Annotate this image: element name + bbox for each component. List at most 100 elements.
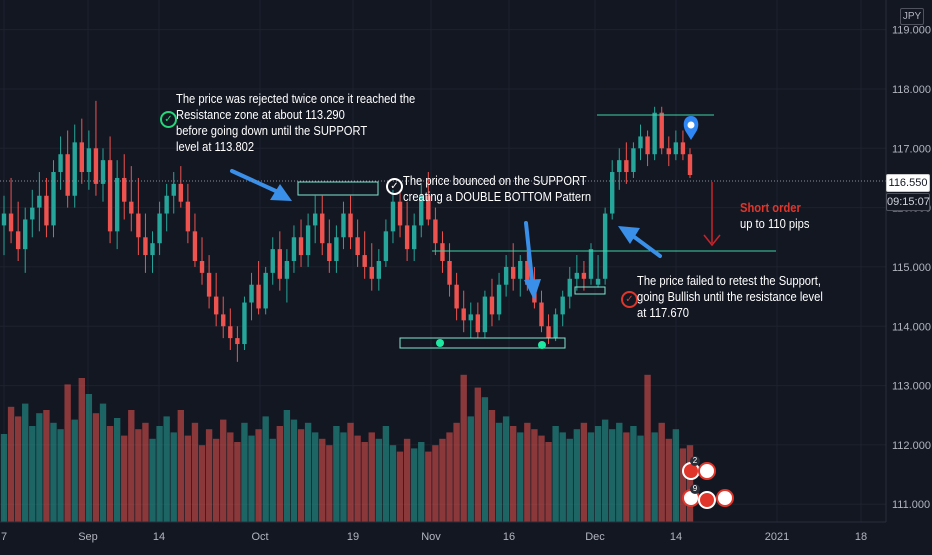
- volume-bar: [679, 448, 687, 522]
- volume-bar: [198, 445, 206, 522]
- volume-bar: [460, 374, 467, 522]
- volume-bar: [14, 416, 22, 522]
- map-pin-icon[interactable]: [683, 116, 699, 140]
- candle: [320, 195, 325, 256]
- volume-bar: [510, 426, 517, 522]
- volume-bar: [22, 403, 29, 522]
- candle: [433, 207, 438, 256]
- annotation-middle[interactable]: The price bounced on the SUPPORT creatin…: [403, 173, 591, 205]
- volume-bar: [64, 384, 71, 522]
- retest-box[interactable]: [574, 286, 606, 295]
- candle: [157, 201, 162, 256]
- candle: [93, 100, 99, 196]
- candle: [284, 249, 290, 303]
- volume-bar: [502, 416, 510, 522]
- currency-label[interactable]: JPY: [900, 8, 924, 25]
- volume-bar: [142, 422, 149, 522]
- volume-bar: [92, 413, 100, 522]
- candle: [574, 255, 580, 291]
- candle: [143, 213, 148, 273]
- time-tick-label: 18: [855, 531, 867, 543]
- volume-bar: [552, 426, 559, 522]
- volume-bar: [531, 429, 538, 522]
- last-price-pill: 116.550: [886, 174, 930, 192]
- annotation-bottom-right[interactable]: The price failed to retest the Support, …: [637, 273, 823, 321]
- annotation-top-left[interactable]: The price was rejected twice once it rea…: [176, 91, 415, 155]
- volume-bar: [481, 397, 489, 522]
- event-badge[interactable]: [698, 462, 716, 480]
- candle: [114, 160, 120, 250]
- volume-bar: [446, 432, 453, 522]
- candle: [426, 172, 431, 226]
- volume-bar: [453, 422, 460, 522]
- volume-bar: [333, 426, 340, 522]
- volume-bar: [432, 445, 439, 522]
- candle: [638, 124, 643, 161]
- candle: [369, 243, 374, 291]
- candle: [341, 201, 346, 250]
- volume-bar: [304, 422, 312, 522]
- bottom-dot-1: [436, 339, 444, 347]
- volume-bar: [524, 422, 531, 522]
- candle: [30, 189, 35, 238]
- candle: [503, 255, 509, 297]
- candle: [277, 231, 283, 291]
- price-tick-label: 114.000: [892, 321, 931, 333]
- volume-bar: [135, 429, 142, 522]
- countdown-pill: 09:15:07: [886, 193, 930, 211]
- candle: [602, 207, 608, 285]
- event-badge-count[interactable]: 2: [690, 456, 700, 466]
- candle: [178, 166, 183, 208]
- candle: [376, 249, 382, 291]
- annotation-line: before going down until the SUPPORT: [176, 123, 368, 138]
- volume-bar: [78, 378, 85, 522]
- price-axis[interactable]: [885, 0, 932, 522]
- candle: [72, 124, 77, 208]
- event-badge-count[interactable]: 9: [690, 484, 700, 494]
- volume-bar: [580, 422, 588, 522]
- candle: [79, 118, 84, 184]
- event-badge[interactable]: [716, 489, 734, 507]
- candle: [334, 225, 339, 273]
- resistance-zone-box[interactable]: [297, 181, 379, 196]
- volume-bar: [212, 438, 220, 522]
- volume-bar: [227, 432, 234, 522]
- volume-bar: [248, 435, 255, 522]
- time-axis[interactable]: [0, 521, 932, 550]
- price-ticks: 111.000112.000113.000114.000115.000116.0…: [892, 25, 931, 512]
- price-tick-label: 119.000: [892, 25, 931, 37]
- candle: [560, 290, 565, 327]
- candle: [624, 142, 629, 184]
- volume-bar: [538, 435, 545, 522]
- candle: [107, 136, 113, 244]
- candle: [15, 201, 21, 261]
- candle: [595, 255, 601, 288]
- short-order-detail[interactable]: up to 110 pips: [740, 216, 810, 231]
- volume-bar: [241, 422, 248, 522]
- event-badge[interactable]: [698, 491, 716, 509]
- double-bottom-zone-box[interactable]: [399, 337, 566, 349]
- volume-bar: [651, 432, 658, 522]
- annotation-line: The price was rejected twice once it rea…: [176, 91, 416, 106]
- volume-bar: [467, 416, 474, 522]
- time-tick-label: 19: [347, 531, 359, 543]
- candle: [249, 272, 254, 321]
- candle: [383, 219, 389, 267]
- check-icon-1: ✓: [160, 111, 177, 128]
- volume-bar: [50, 422, 57, 522]
- time-ticks: 7 Sep 14 Oct 19 Nov 16 Dec 14 2021 18: [1, 531, 867, 543]
- volume-bar: [36, 413, 43, 522]
- candle: [518, 255, 523, 297]
- price-tick-label: 115.000: [892, 262, 931, 274]
- price-tick-label: 117.000: [892, 143, 931, 155]
- volume-bar: [347, 422, 354, 522]
- candle: [419, 183, 424, 238]
- candle: [1, 195, 7, 256]
- candle: [411, 213, 417, 261]
- candle: [673, 130, 679, 161]
- candle: [129, 166, 134, 232]
- volume-bar: [276, 426, 283, 522]
- volume-bar: [566, 438, 573, 522]
- short-order-title[interactable]: Short order: [740, 200, 801, 215]
